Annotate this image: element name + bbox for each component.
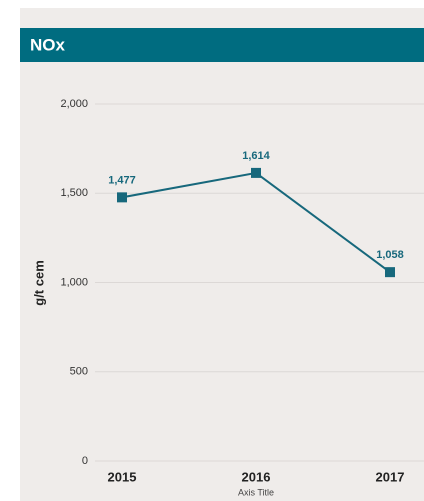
x-tick-label: 2017	[376, 469, 405, 484]
panel-background	[20, 8, 424, 501]
y-tick-label: 1,500	[60, 187, 88, 199]
chart-title: NOx	[30, 35, 66, 54]
y-tick-label: 1,000	[60, 276, 88, 288]
data-label: 1,058	[376, 249, 404, 261]
y-axis-title: g/t cem	[31, 260, 46, 306]
point	[251, 167, 261, 178]
y-tick-label: 500	[70, 366, 88, 378]
header-bar	[20, 28, 424, 62]
data-label: 1,614	[242, 150, 270, 162]
x-tick-label: 2015	[108, 469, 137, 484]
y-tick-label: 0	[82, 455, 88, 467]
x-axis-title: Axis Title	[238, 487, 274, 497]
data-label: 1,477	[108, 174, 136, 186]
x-tick-label: 2016	[242, 469, 271, 484]
point	[117, 192, 127, 203]
point	[385, 267, 395, 278]
y-tick-label: 2,000	[60, 98, 88, 110]
